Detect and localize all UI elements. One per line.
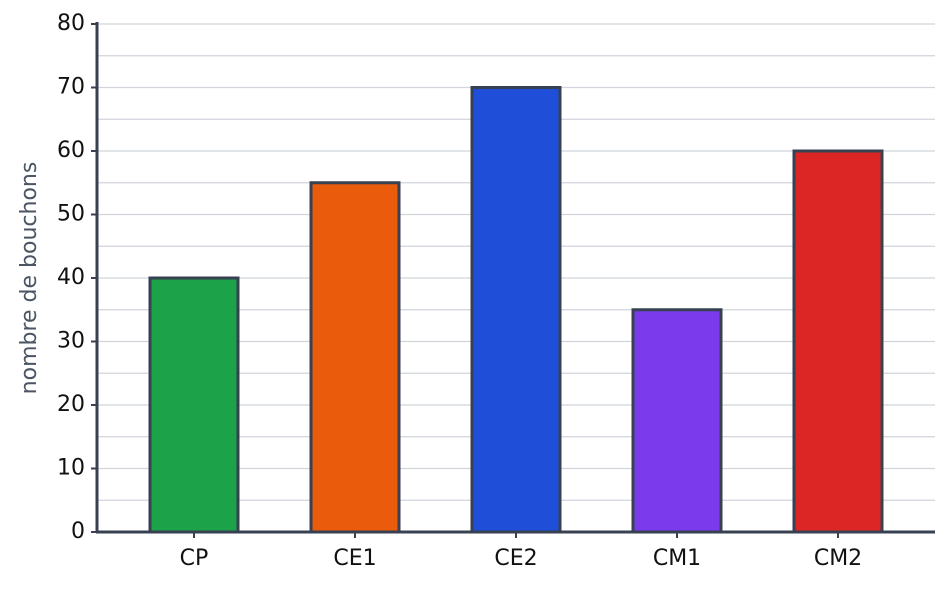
y-tick-label: 30 — [57, 329, 85, 354]
bar — [148, 276, 240, 534]
x-tick-label: CP — [180, 546, 209, 571]
y-tick-label: 60 — [57, 138, 85, 163]
x-tick-label: CM2 — [814, 546, 862, 571]
y-tick-label: 0 — [71, 519, 85, 544]
y-tick-label: 40 — [57, 265, 85, 290]
bar — [792, 149, 884, 534]
bar — [470, 86, 562, 534]
bar — [309, 181, 401, 534]
x-tick-label: CE2 — [494, 546, 537, 571]
y-tick-label: 70 — [57, 75, 85, 100]
y-tick-label: 10 — [57, 456, 85, 481]
y-tick-label: 20 — [57, 392, 85, 417]
x-tick-label: CE1 — [333, 546, 376, 571]
bar — [631, 308, 723, 534]
y-tick-label: 80 — [57, 11, 85, 36]
y-tick-label: 50 — [57, 202, 85, 227]
y-axis-label: nombre de bouchons — [17, 162, 42, 395]
x-tick-label: CM1 — [653, 546, 701, 571]
